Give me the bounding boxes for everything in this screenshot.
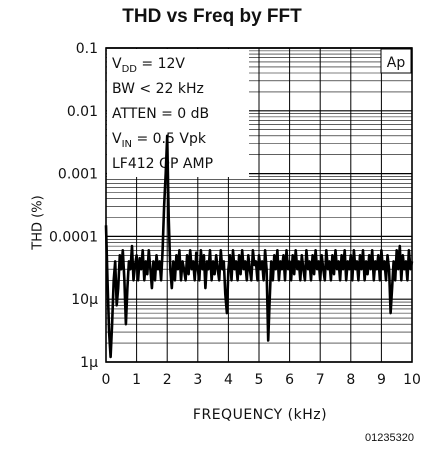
y-tick-label: 0.0001 bbox=[49, 229, 98, 245]
plot-frame bbox=[105, 47, 413, 363]
thd-series-line bbox=[104, 134, 414, 359]
condition-line: BW < 22 kHz bbox=[112, 81, 204, 97]
y-tick-label: 0.1 bbox=[76, 41, 98, 57]
chart-title: THD vs Freq by FFT bbox=[122, 6, 302, 27]
figure-id: 01235320 bbox=[365, 432, 414, 444]
condition-line: LF412 OP AMP bbox=[112, 156, 213, 172]
y-tick-label: 1µ bbox=[80, 355, 98, 371]
x-tick-label: 2 bbox=[163, 372, 172, 388]
condition-line: VDD = 12V bbox=[112, 56, 185, 75]
logo-text: Ap bbox=[387, 55, 406, 71]
x-tick-label: 0 bbox=[102, 372, 111, 388]
x-tick-label: 9 bbox=[377, 372, 386, 388]
x-tick-label: 5 bbox=[255, 372, 264, 388]
x-tick-label: 10 bbox=[403, 372, 421, 388]
x-tick-label: 6 bbox=[285, 372, 294, 388]
y-tick-label: 10µ bbox=[71, 292, 98, 308]
conditions-box bbox=[107, 49, 249, 177]
x-tick-label: 8 bbox=[346, 372, 355, 388]
x-tick-label: 4 bbox=[224, 372, 233, 388]
x-tick-label: 1 bbox=[132, 372, 141, 388]
condition-line: VIN = 0.5 Vpk bbox=[112, 131, 207, 150]
y-tick-label: 0.01 bbox=[67, 104, 98, 120]
y-tick-label: 0.001 bbox=[58, 167, 98, 183]
x-axis-label: FREQUENCY (kHz) bbox=[192, 407, 328, 423]
logo-box bbox=[380, 48, 412, 74]
condition-line: ATTEN = 0 dB bbox=[112, 106, 209, 122]
x-tick-label: 7 bbox=[316, 372, 325, 388]
x-tick-label: 3 bbox=[193, 372, 202, 388]
